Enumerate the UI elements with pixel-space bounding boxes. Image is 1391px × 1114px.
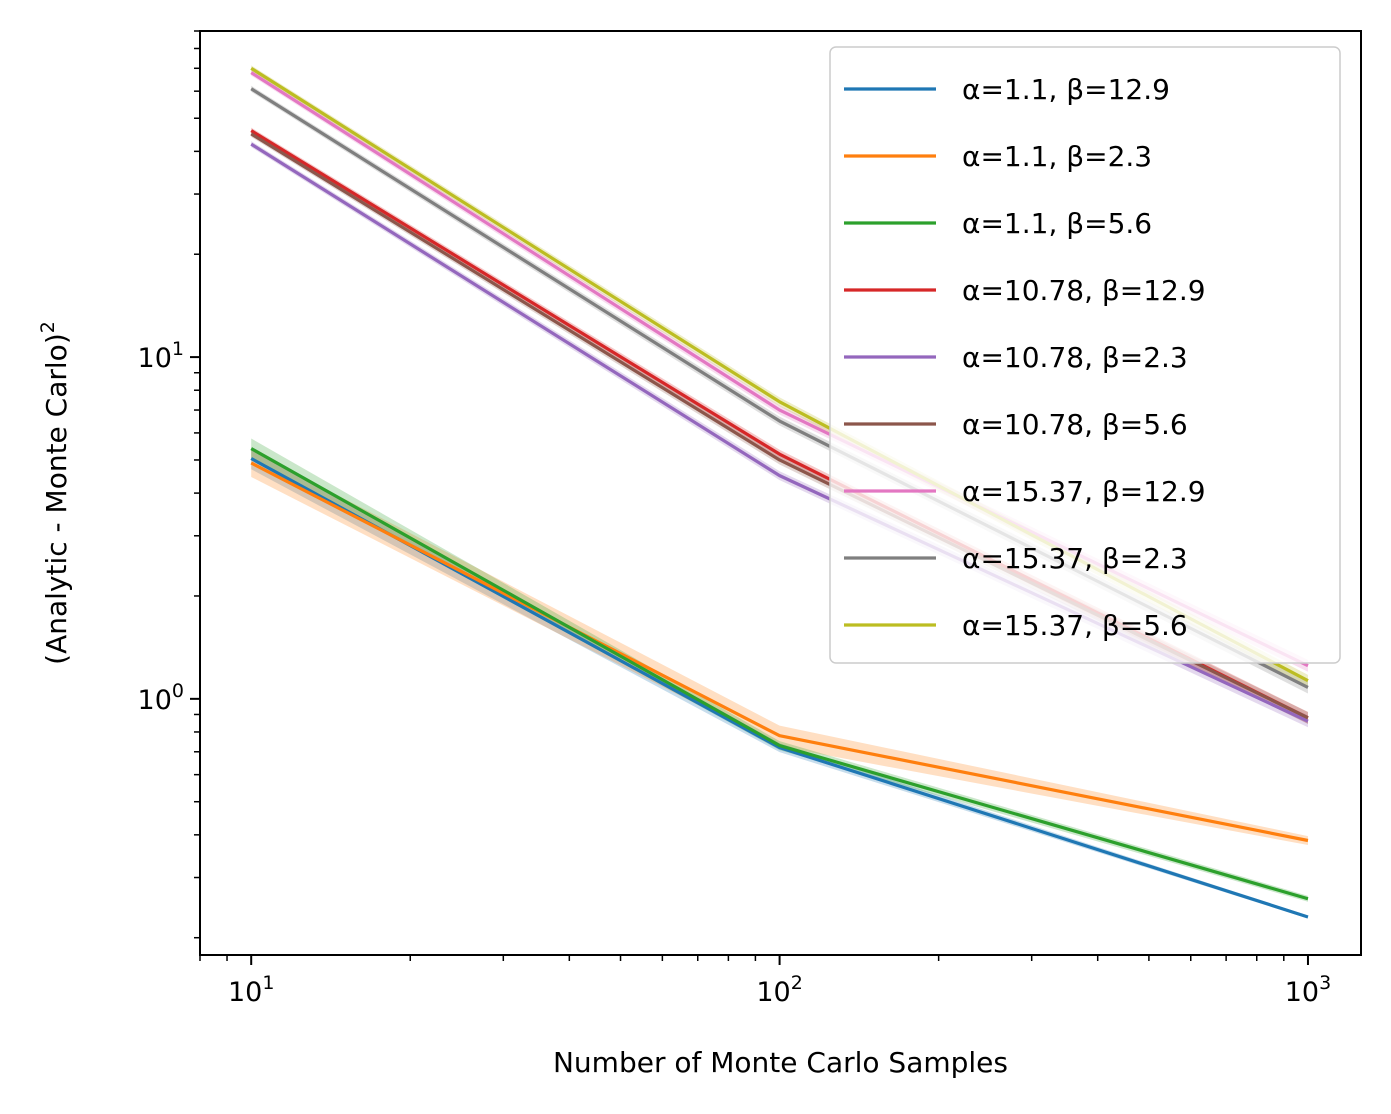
y-axis-label-main: (Analytic - Monte Carlo) <box>40 333 73 665</box>
legend-label-6: α=10.78, β=5.6 <box>962 408 1188 441</box>
legend-box <box>829 46 1341 664</box>
line-series-2 <box>250 461 1309 843</box>
legend-label-2: α=1.1, β=2.3 <box>962 140 1152 173</box>
legend: α=1.1, β=12.9 α=1.1, β=2.3 α=1.1, β=5.6 α=1… <box>829 46 1341 664</box>
y-tick-label-2: 101 <box>138 338 184 374</box>
legend-label-1: α=1.1, β=12.9 <box>962 73 1170 106</box>
band-series-5 <box>251 141 1308 728</box>
y-tick-label-1: 100 <box>138 680 184 716</box>
x-tick-label-2: 102 <box>756 972 802 1008</box>
y-axis-label: (Analytic - Monte Carlo)2 <box>37 321 73 665</box>
x-tick-label-3: 103 <box>1285 972 1331 1008</box>
x-axis-label: Number of Monte Carlo Samples <box>553 1046 1008 1079</box>
y-axis-label-superscript: 2 <box>37 321 59 333</box>
legend-label-5: α=10.78, β=2.3 <box>962 341 1188 374</box>
x-tick-label-1: 101 <box>228 972 274 1008</box>
legend-label-4: α=10.78, β=12.9 <box>962 274 1206 307</box>
legend-label-9: α=15.37, β=5.6 <box>962 609 1188 642</box>
legend-label-8: α=15.37, β=2.3 <box>962 542 1188 575</box>
legend-label-3: α=1.1, β=5.6 <box>962 207 1152 240</box>
axis-ticks: 101 102 103 100 101 <box>138 30 1331 1008</box>
line-series-3 <box>250 447 1309 901</box>
legend-label-7: α=15.37, β=12.9 <box>962 475 1206 508</box>
plot-frame <box>199 30 1362 956</box>
